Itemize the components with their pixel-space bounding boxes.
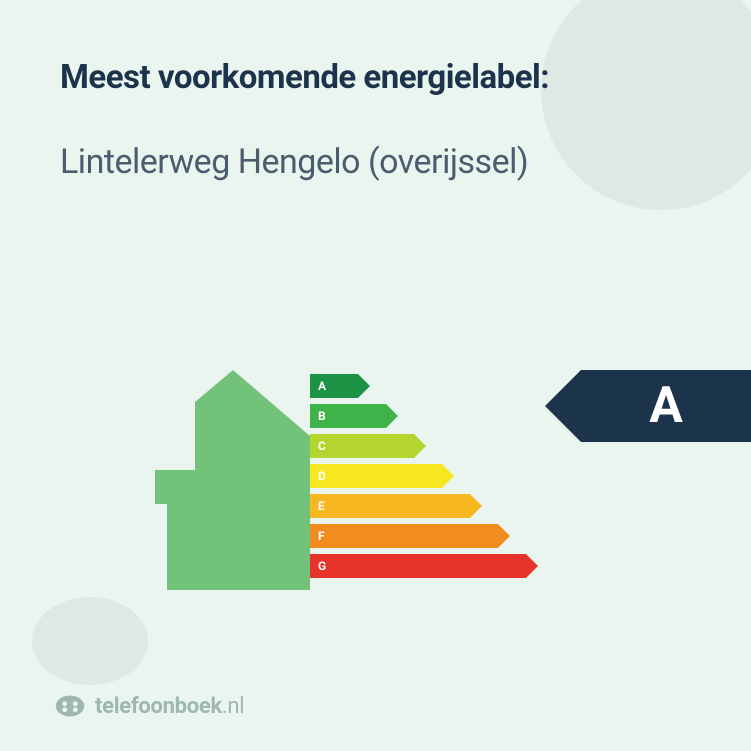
energy-bar-e: E	[310, 494, 538, 518]
energy-bar-label: C	[310, 434, 414, 458]
location-subtitle: Lintelerweg Hengelo (overijssel)	[60, 141, 691, 184]
energy-bar-label: E	[310, 494, 470, 518]
chevron-right-icon	[442, 464, 454, 488]
energy-bar-f: F	[310, 524, 538, 548]
footer-brand-name: telefoonboek	[95, 694, 222, 719]
energy-bar-g: G	[310, 554, 538, 578]
chevron-right-icon	[358, 374, 370, 398]
footer-tld: .nl	[222, 694, 244, 719]
house-icon	[155, 370, 310, 590]
page-title: Meest voorkomende energielabel:	[60, 58, 691, 97]
house-shape	[155, 370, 310, 590]
badge-arrow	[545, 370, 581, 442]
energy-bar-b: B	[310, 404, 538, 428]
energy-bar-label: B	[310, 404, 386, 428]
energy-bars: ABCDEFG	[310, 374, 538, 584]
energy-bar-label: F	[310, 524, 498, 548]
chevron-right-icon	[386, 404, 398, 428]
result-badge: A	[545, 370, 751, 442]
footer: telefoonboek.nl	[55, 691, 244, 721]
chevron-right-icon	[498, 524, 510, 548]
energy-bar-d: D	[310, 464, 538, 488]
energy-bar-label: D	[310, 464, 442, 488]
phonebook-logo-icon	[55, 691, 85, 721]
chevron-right-icon	[470, 494, 482, 518]
energy-bar-label: G	[310, 554, 526, 578]
energy-bar-c: C	[310, 434, 538, 458]
energy-bar-a: A	[310, 374, 538, 398]
footer-brand: telefoonboek.nl	[95, 694, 244, 719]
chevron-right-icon	[526, 554, 538, 578]
card: Meest voorkomende energielabel: Linteler…	[0, 0, 751, 751]
chevron-right-icon	[414, 434, 426, 458]
energy-bar-label: A	[310, 374, 358, 398]
badge-letter: A	[581, 370, 751, 442]
